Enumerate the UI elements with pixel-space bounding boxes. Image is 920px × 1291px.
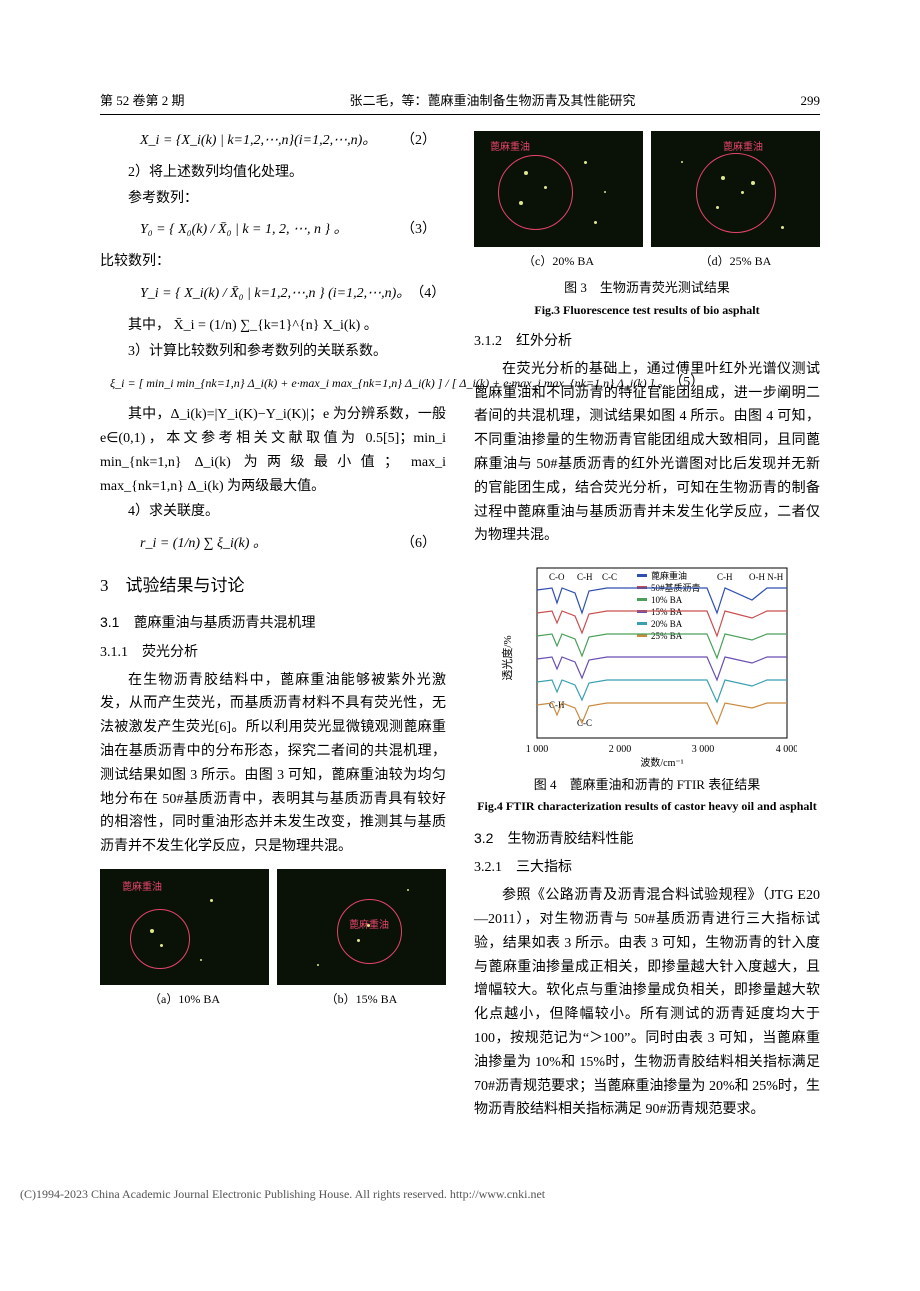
fig4-caption-en: Fig.4 FTIR characterization results of c… — [474, 796, 820, 816]
figure-3-cd: 蓖麻重油 （c）20% BA 蓖麻重油 — [474, 131, 820, 320]
section-3-1-heading: 3.1 蓖麻重油与基质沥青共混机理 — [100, 611, 446, 635]
fig3d-caption: （d）25% BA — [651, 251, 820, 271]
section-3-2-1-heading: 3.2.1 三大指标 — [474, 856, 820, 880]
svg-text:O-H N-H: O-H N-H — [749, 572, 784, 582]
right-column: 蓖麻重油 （c）20% BA 蓖麻重油 — [474, 121, 820, 1124]
step2-line1: 2）将上述数列均值化处理。 — [100, 161, 446, 185]
ylabel: 透光度/% — [500, 636, 514, 681]
fig3c-caption: （c）20% BA — [474, 251, 643, 271]
compare-label: 比较数列： — [100, 250, 446, 274]
step3-line: 3）计算比较数列和参考数列的关联系数。 — [100, 340, 446, 364]
equation-6: r_i = (1/n) ∑ ξ_i(k) 。 — [140, 532, 401, 556]
fluor-image-d: 蓖麻重油 — [651, 131, 820, 247]
header-issue: 第 52 卷第 2 期 — [100, 90, 185, 112]
xtick-3: 4 000 — [776, 744, 797, 755]
equation-6-num: （6） — [401, 532, 446, 556]
fig3a-caption: （a）10% BA — [100, 989, 269, 1009]
fluor-c-label: 蓖麻重油 — [490, 139, 530, 156]
svg-text:C-H: C-H — [717, 572, 733, 582]
svg-text:C-C: C-C — [602, 572, 617, 582]
figure-3-ab: 蓖麻重油 （a）10% BA 蓖麻重油 — [100, 869, 446, 1009]
equation-3-num: （3） — [401, 218, 446, 242]
section-3-1-1-heading: 3.1.1 荧光分析 — [100, 641, 446, 665]
xtick-1: 2 000 — [609, 744, 632, 755]
running-header: 第 52 卷第 2 期 张二毛，等：蓖麻重油制备生物沥青及其性能研究 299 — [100, 90, 820, 115]
equation-4: Y_i = { X_i(k) / X̄₀ | k=1,2,⋯,n } (i=1,… — [140, 282, 410, 306]
section-3-heading: 3 试验结果与讨论 — [100, 572, 446, 601]
fluor-image-c: 蓖麻重油 — [474, 131, 643, 247]
fluor-image-b: 蓖麻重油 — [277, 869, 446, 985]
svg-text:C-O: C-O — [549, 572, 565, 582]
equation-2-num: （2） — [401, 129, 446, 153]
equation-2: X_i = {X_i(k) | k=1,2,⋯,n}(i=1,2,⋯,n)。 — [140, 129, 401, 153]
svg-text:15% BA: 15% BA — [651, 607, 683, 617]
para-3-1-2: 在荧光分析的基础上，通过傅里叶红外光谱仪测试蓖麻重油和不同沥青的特征官能团组成，… — [474, 358, 820, 548]
svg-text:10% BA: 10% BA — [651, 595, 683, 605]
fluor-a-label: 蓖麻重油 — [122, 879, 162, 896]
equation-4-num: （4） — [410, 282, 455, 306]
fig4-caption-cn: 图 4 蓖麻重油和沥青的 FTIR 表征结果 — [474, 774, 820, 796]
fluor-image-a: 蓖麻重油 — [100, 869, 269, 985]
section-3-1-2-heading: 3.1.2 红外分析 — [474, 330, 820, 354]
svg-text:蓖麻重油: 蓖麻重油 — [651, 570, 687, 581]
header-page: 299 — [801, 90, 821, 112]
page-footer: (C)1994-2023 China Academic Journal Elec… — [0, 1164, 920, 1234]
svg-text:C-C: C-C — [577, 718, 592, 728]
xtick-0: 1 000 — [526, 744, 549, 755]
section-3-2-heading: 3.2 生物沥青胶结料性能 — [474, 827, 820, 851]
where-clause-2: 其中，Δ_i(k)=|Y_i(K)−Y_i(K)|；e 为分辨系数，一般 e∈(… — [100, 403, 446, 498]
svg-text:C-H: C-H — [577, 572, 593, 582]
fig3-caption-cn: 图 3 生物沥青荧光测试结果 — [474, 277, 820, 299]
xlabel: 波数/cm⁻¹ — [640, 756, 683, 768]
where-clause-1: 其中， X̄_i = (1/n) ∑_{k=1}^{n} X_i(k) 。 — [100, 314, 446, 338]
header-title: 张二毛，等：蓖麻重油制备生物沥青及其性能研究 — [185, 90, 801, 112]
step4-line: 4）求关联度。 — [100, 500, 446, 524]
left-column: X_i = {X_i(k) | k=1,2,⋯,n}(i=1,2,⋯,n)。 （… — [100, 121, 446, 1124]
svg-text:25% BA: 25% BA — [651, 631, 683, 641]
para-3-2-1: 参照《公路沥青及沥青混合料试验规程》（JTG E20—2011），对生物沥青与 … — [474, 884, 820, 1122]
fig3-caption-en: Fig.3 Fluorescence test results of bio a… — [474, 300, 820, 320]
para-3-1-1: 在生物沥青胶结料中，蓖麻重油能够被紫外光激发，从而产生荧光，而基质沥青材料不具有… — [100, 669, 446, 859]
xtick-2: 3 000 — [692, 744, 715, 755]
fig3b-caption: （b）15% BA — [277, 989, 446, 1009]
equation-3: Y₀ = { X₀(k) / X̄₀ | k = 1, 2, ⋯, n } 。 — [140, 218, 401, 242]
figure-4: 1 000 2 000 3 000 4 000 波数/cm⁻¹ 透光度/% 蓖麻… — [474, 558, 820, 816]
svg-text:C-H: C-H — [549, 700, 565, 710]
svg-text:20% BA: 20% BA — [651, 619, 683, 629]
step2-line2: 参考数列： — [100, 187, 446, 211]
ftir-chart: 1 000 2 000 3 000 4 000 波数/cm⁻¹ 透光度/% 蓖麻… — [497, 558, 797, 768]
